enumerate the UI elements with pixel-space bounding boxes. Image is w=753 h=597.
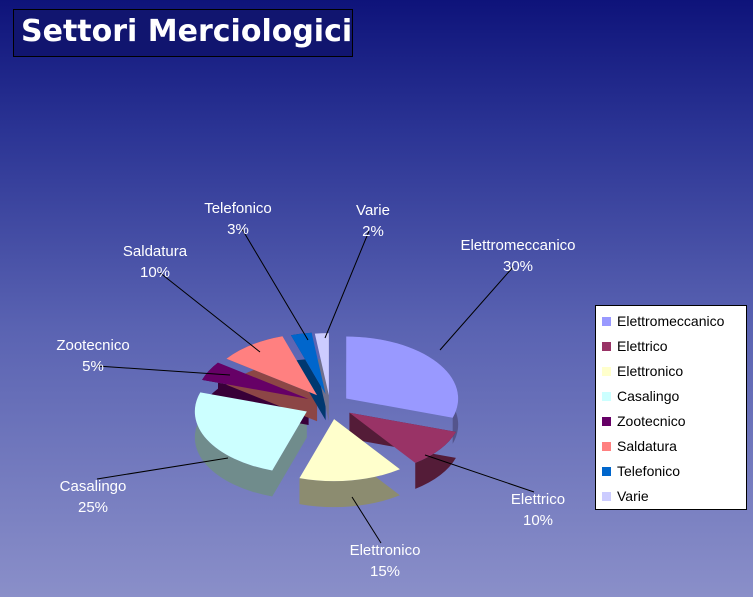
- leader-line-zootecnico: [96, 365, 231, 376]
- legend-label: Varie: [617, 488, 649, 504]
- legend-label: Zootecnico: [617, 413, 686, 429]
- data-labels: Elettromeccanico 30% Elettrico 10% Elettroni…: [56, 200, 575, 580]
- legend-label: Saldatura: [617, 438, 677, 454]
- legend-label: Telefonico: [617, 463, 681, 479]
- pie-slice-elettrico: [349, 412, 456, 463]
- pie-slice-side-telefonico: [291, 332, 326, 421]
- legend-swatch: [602, 491, 611, 501]
- slice-label-telefonico: Telefonico: [204, 200, 272, 217]
- legend-item-telefonico: Telefonico: [602, 461, 680, 481]
- slice-label-elettromeccanico: Elettromeccanico: [460, 237, 575, 254]
- legend-label: Casalingo: [617, 388, 680, 404]
- legend-item-elettromeccanico: Elettromeccanico: [602, 311, 724, 331]
- slice-percent-telefonico: 3%: [227, 221, 249, 238]
- leader-line-casalingo: [96, 457, 229, 480]
- legend-swatch: [602, 341, 611, 351]
- pie-slice-side-elettronico: [299, 419, 400, 508]
- legend-label: Elettronico: [617, 363, 684, 379]
- pie-slice-varie: [314, 333, 329, 396]
- legend-item-casalingo: Casalingo: [602, 386, 679, 406]
- legend-item-zootecnico: Zootecnico: [602, 411, 685, 431]
- pie-slice-saldatura: [226, 336, 318, 396]
- chart-title-box: Settori Merciologici: [13, 9, 353, 57]
- pie-slice-side-casalingo: [194, 392, 307, 497]
- legend-item-elettronico: Elettronico: [602, 361, 683, 381]
- legend-item-varie: Varie: [602, 486, 649, 506]
- legend-label: Elettromeccanico: [617, 313, 725, 329]
- pie-slice-elettromeccanico: [346, 336, 459, 418]
- pie-slices: [194, 332, 459, 482]
- slice-label-zootecnico: Zootecnico: [56, 337, 129, 354]
- slice-percent-elettronico: 15%: [370, 563, 400, 580]
- chart-title: Settori Merciologici: [21, 14, 353, 49]
- legend-swatch: [602, 366, 611, 376]
- slice-percent-casalingo: 25%: [78, 499, 108, 516]
- leader-line-varie: [324, 230, 370, 339]
- legend-item-saldatura: Saldatura: [602, 436, 677, 456]
- leader-line-telefonico: [241, 228, 309, 341]
- slice-percent-zootecnico: 5%: [82, 358, 104, 375]
- legend-item-elettrico: Elettrico: [602, 336, 668, 356]
- leader-lines: [96, 228, 535, 544]
- pie-slice-casalingo: [194, 392, 307, 471]
- legend-swatch: [602, 416, 611, 426]
- leader-line-saldatura: [158, 271, 261, 353]
- legend-label: Elettrico: [617, 338, 668, 354]
- legend-swatch: [602, 441, 611, 451]
- slice-label-elettronico: Elettronico: [350, 542, 421, 559]
- slice-percent-elettrico: 10%: [523, 512, 553, 529]
- legend-swatch: [602, 391, 611, 401]
- slice-label-casalingo: Casalingo: [60, 478, 127, 495]
- pie-slice-zootecnico: [202, 362, 309, 400]
- slice-percent-saldatura: 10%: [140, 264, 170, 281]
- leader-line-elettromeccanico: [439, 265, 515, 351]
- slice-label-varie: Varie: [356, 202, 390, 219]
- pie-slice-telefonico: [291, 332, 326, 395]
- slice-percent-varie: 2%: [362, 223, 384, 240]
- slice-label-elettrico: Elettrico: [511, 491, 565, 508]
- chart-legend: Elettromeccanico Elettrico Elettronico Casa…: [595, 305, 747, 510]
- legend-swatch: [602, 466, 611, 476]
- leader-line-elettrico: [424, 454, 535, 493]
- slice-label-saldatura: Saldatura: [123, 243, 188, 260]
- slice-percent-elettromeccanico: 30%: [503, 258, 533, 275]
- legend-swatch: [602, 316, 611, 326]
- pie-slice-elettronico: [299, 419, 400, 482]
- leader-line-elettronico: [351, 496, 382, 544]
